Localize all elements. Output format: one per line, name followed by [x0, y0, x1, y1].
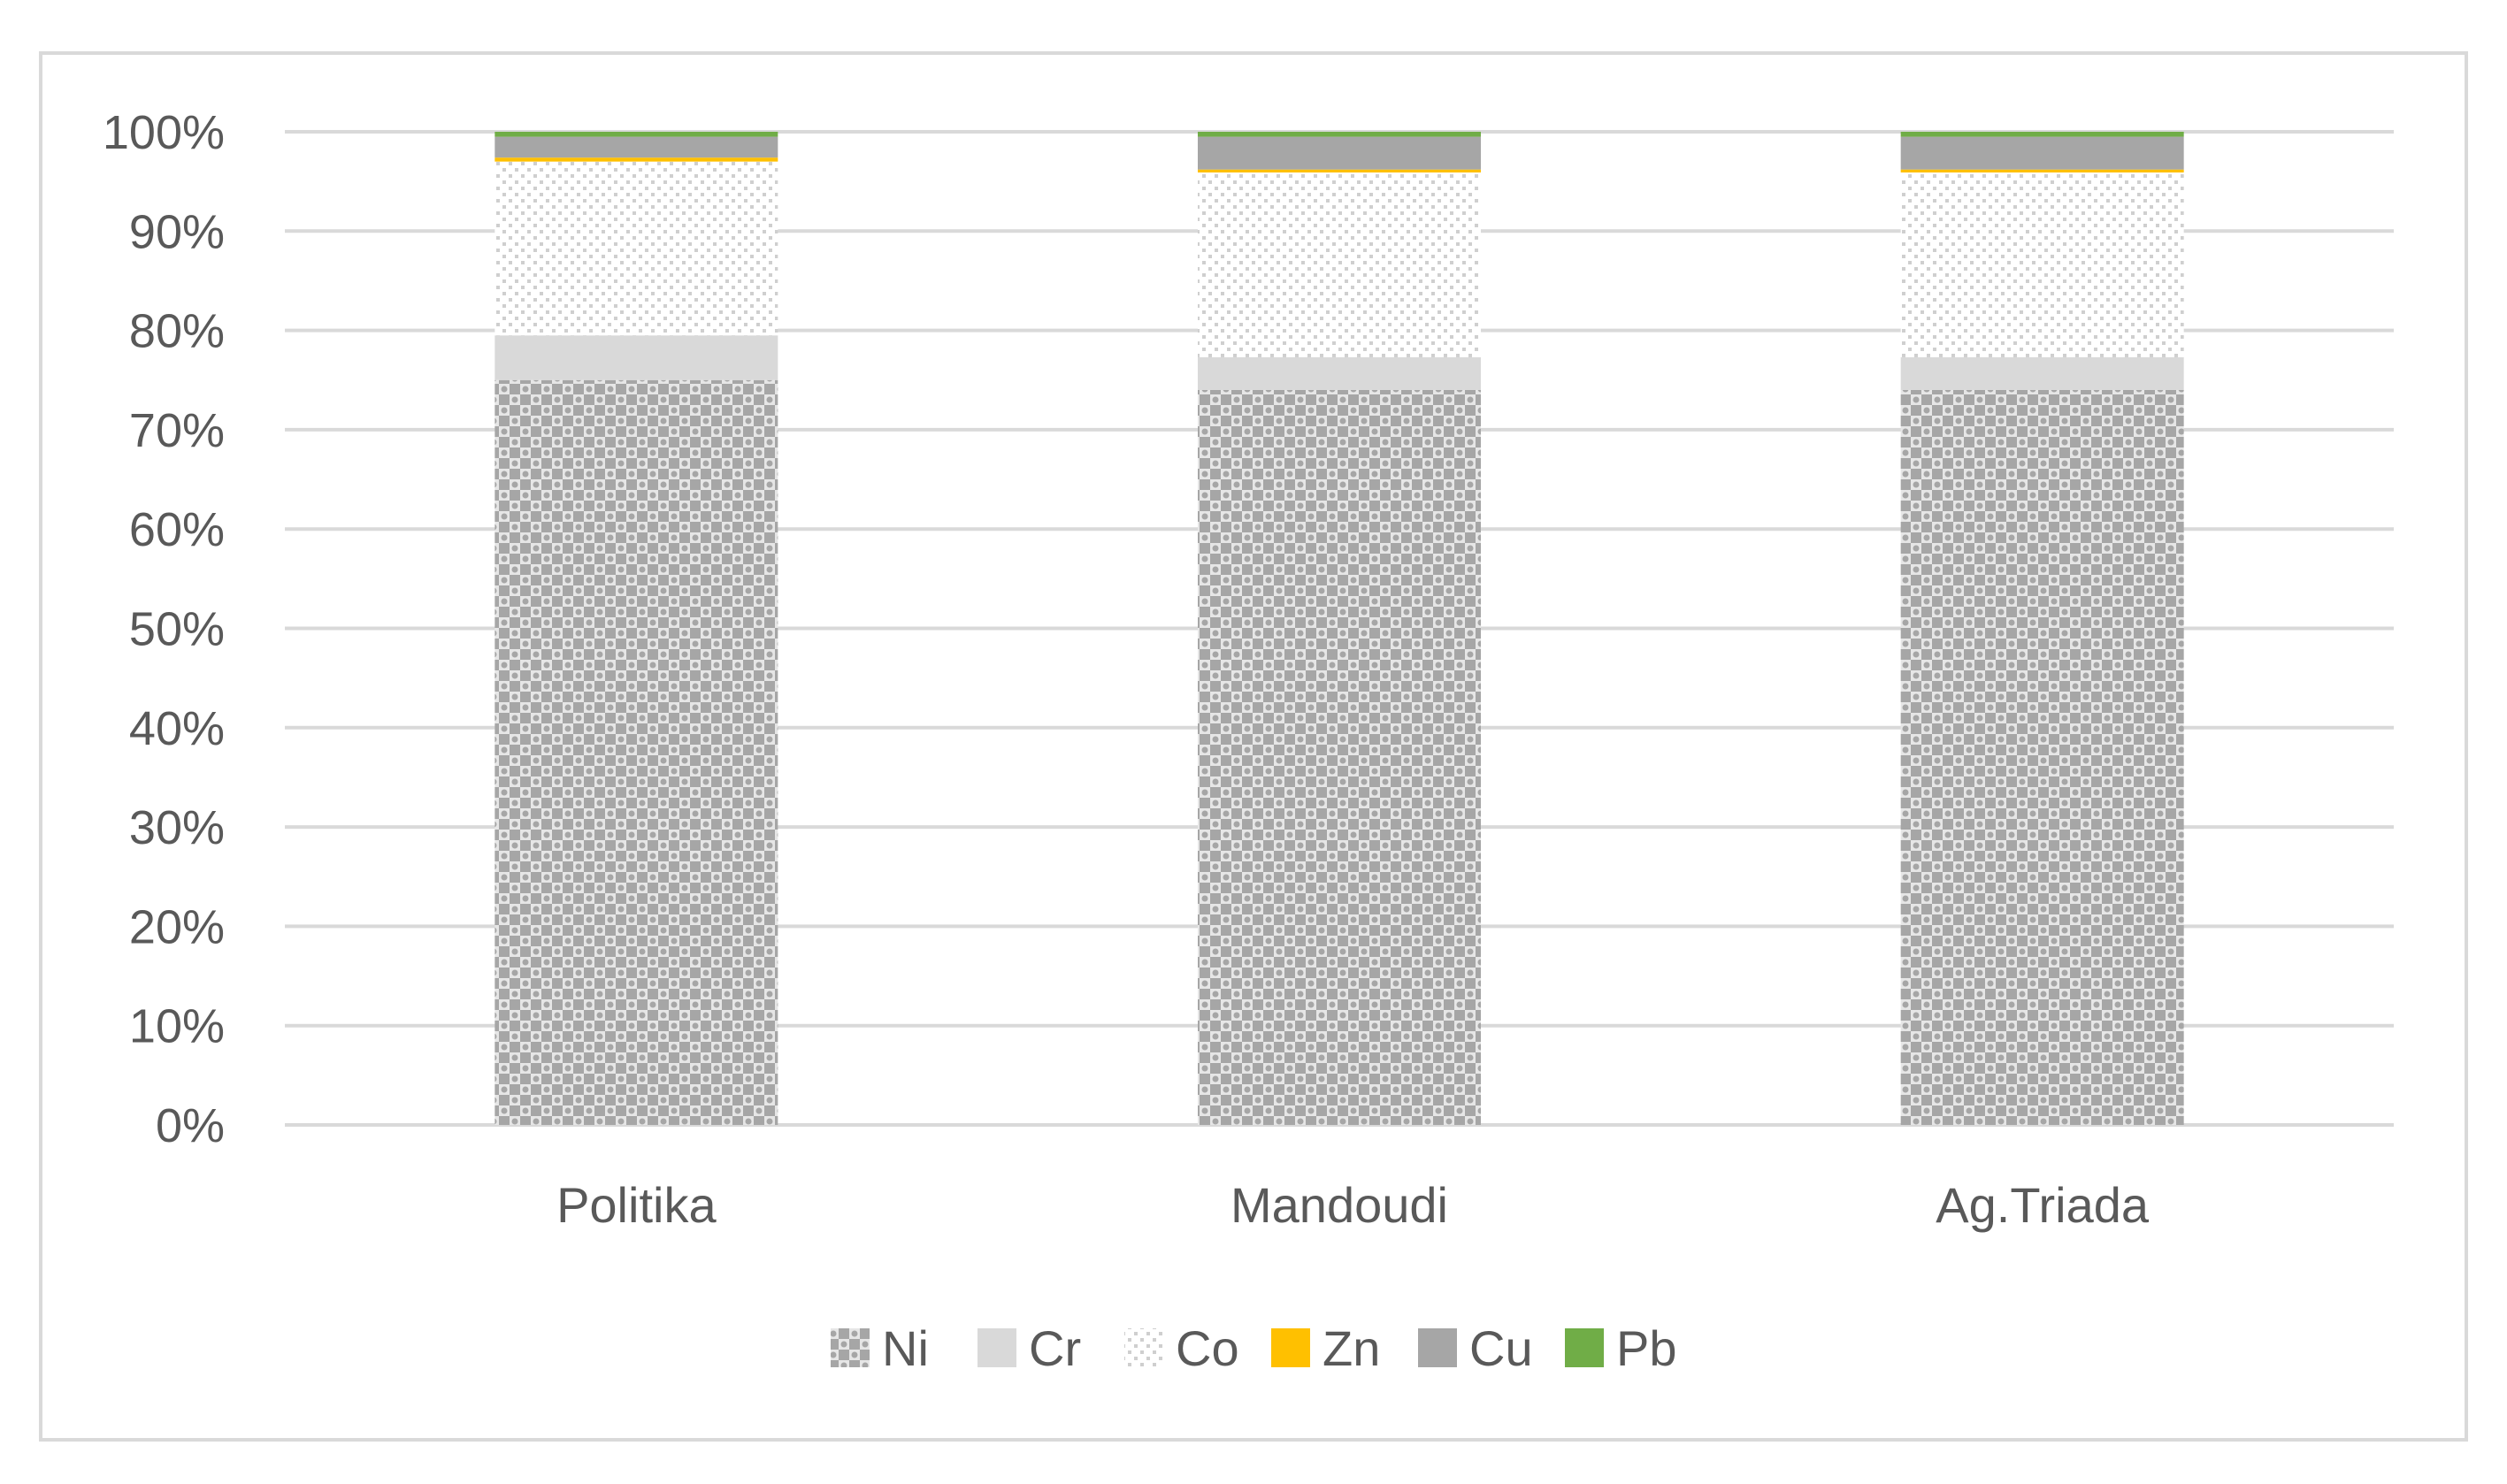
- bar-segment-zn: [494, 157, 778, 162]
- legend-swatch-cr: [978, 1328, 1016, 1367]
- legend-swatch-ni: [831, 1328, 870, 1367]
- legend-label: Ni: [882, 1320, 929, 1376]
- bar-segment-cu: [1198, 136, 1481, 170]
- stacked-bar-chart: 0% 10% 20% 30% 40% 50% 60% 70% 80% 90% 100% Politi…: [103, 106, 2394, 1376]
- bar-segment-ni: [1900, 389, 2184, 1126]
- y-tick-label: 20%: [129, 900, 225, 953]
- bars: [494, 132, 2184, 1126]
- legend-label: Cr: [1029, 1320, 1081, 1376]
- legend-swatch-zn: [1271, 1328, 1310, 1367]
- legend-swatch-co: [1124, 1328, 1163, 1367]
- bar-segment-co: [494, 161, 778, 336]
- y-tick-label: 70%: [129, 404, 225, 457]
- bar-segment-cr: [1900, 356, 2184, 390]
- y-tick-label: 0%: [156, 1099, 225, 1152]
- bar-segment-cr: [494, 335, 778, 380]
- bar-segment-pb: [1198, 132, 1481, 137]
- legend-swatch-cu: [1418, 1328, 1457, 1367]
- y-tick-label: 80%: [129, 305, 225, 358]
- x-category-label: Ag.Triada: [1936, 1177, 2150, 1233]
- y-tick-label: 90%: [129, 205, 225, 258]
- y-tick-label: 50%: [129, 603, 225, 656]
- legend-label: Co: [1176, 1320, 1239, 1376]
- y-axis-ticks: 0% 10% 20% 30% 40% 50% 60% 70% 80% 90% 100%: [103, 106, 225, 1152]
- bar-segment-cu: [494, 136, 778, 158]
- y-tick-label: 10%: [129, 1000, 225, 1053]
- chart-frame: 0% 10% 20% 30% 40% 50% 60% 70% 80% 90% 100% Politi…: [39, 51, 2468, 1442]
- x-category-label: Politika: [556, 1177, 717, 1233]
- y-tick-label: 30%: [129, 801, 225, 854]
- bar-segment-ni: [1198, 389, 1481, 1126]
- bar-segment-cu: [1900, 136, 2184, 170]
- bar-segment-cr: [1198, 356, 1481, 390]
- y-tick-label: 60%: [129, 503, 225, 556]
- bar-segment-pb: [1900, 132, 2184, 137]
- x-axis-categories: Politika Mandoudi Ag.Triada: [556, 1177, 2150, 1233]
- bar-segment-pb: [494, 132, 778, 137]
- bar-segment-zn: [1900, 169, 2184, 173]
- y-tick-label: 40%: [129, 702, 225, 755]
- bar-segment-co: [1198, 172, 1481, 357]
- legend-label: Zn: [1322, 1320, 1380, 1376]
- legend: Ni Cr Co Zn Cu Pb: [831, 1320, 1677, 1376]
- x-category-label: Mandoudi: [1230, 1177, 1448, 1233]
- legend-label: Cu: [1469, 1320, 1533, 1376]
- bar-segment-co: [1900, 172, 2184, 357]
- bar-segment-ni: [494, 379, 778, 1125]
- legend-label: Pb: [1616, 1320, 1677, 1376]
- bar-segment-zn: [1198, 169, 1481, 173]
- legend-swatch-pb: [1565, 1328, 1604, 1367]
- y-tick-label: 100%: [103, 106, 225, 159]
